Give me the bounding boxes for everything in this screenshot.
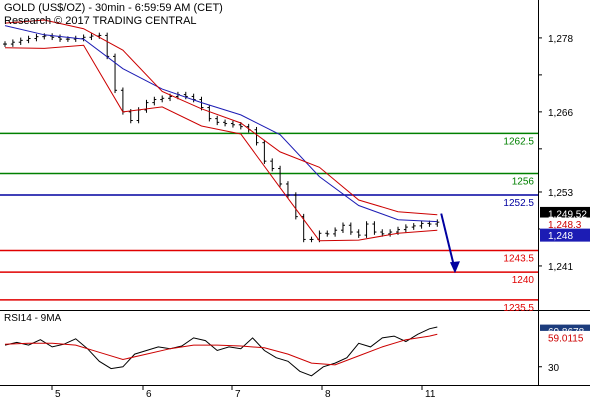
price-badge-1-value: 1,248.3 bbox=[548, 220, 582, 231]
price-bar bbox=[215, 115, 220, 126]
level-label-4: 1240 bbox=[512, 275, 535, 286]
rsi-line bbox=[4, 326, 438, 377]
price-badge-2-box bbox=[540, 228, 590, 242]
price-y-tick-label: 1,266 bbox=[548, 108, 573, 119]
price-bar bbox=[89, 33, 94, 41]
time-tick-label: 5 bbox=[55, 389, 61, 400]
price-bar bbox=[254, 126, 259, 146]
price-bar bbox=[388, 229, 393, 237]
price-bar bbox=[128, 109, 133, 124]
price-badge-1-box bbox=[540, 217, 590, 231]
price-bar bbox=[372, 221, 377, 235]
price-bar bbox=[199, 96, 204, 111]
time-tick-label: 8 bbox=[325, 389, 331, 400]
forecast-arrow-shaft bbox=[440, 213, 456, 271]
price-bar bbox=[26, 35, 31, 44]
level-label-5: 1235.5 bbox=[503, 303, 534, 314]
time-tick-label: 11 bbox=[425, 389, 436, 400]
price-bar bbox=[223, 119, 228, 127]
price-bar bbox=[152, 96, 157, 106]
price-bar bbox=[230, 120, 235, 128]
rsi-badge-1-box bbox=[540, 330, 590, 344]
price-bar bbox=[348, 222, 353, 235]
price-bar bbox=[333, 227, 338, 237]
price-bar bbox=[325, 230, 330, 237]
price-bar bbox=[105, 32, 110, 60]
price-bar bbox=[403, 224, 408, 233]
price-bar bbox=[183, 91, 188, 100]
price-bar bbox=[58, 34, 63, 42]
price-bar bbox=[364, 221, 369, 238]
level-label-1: 1256 bbox=[512, 176, 535, 187]
price-y-tick-label: 1,253 bbox=[548, 188, 573, 199]
price-bar bbox=[278, 165, 283, 187]
price-bar bbox=[340, 222, 345, 233]
price-y-tick-label: 1,241 bbox=[548, 262, 573, 273]
bollinger-lower-line bbox=[4, 44, 438, 242]
price-bar bbox=[435, 219, 440, 227]
price-bar bbox=[262, 139, 267, 164]
rsi-panel-label: RSI14 - 9MA bbox=[4, 313, 62, 324]
price-panel: 1262.5 1256 1252.5 1243.5 1240 1235.5 1,241 1,2… bbox=[0, 19, 590, 314]
bollinger-upper-line bbox=[4, 19, 438, 216]
price-bar bbox=[34, 33, 39, 42]
price-bar bbox=[10, 39, 15, 47]
level-label-2: 1252.5 bbox=[503, 198, 534, 209]
price-badge-0-value: 1,249.52 bbox=[548, 209, 587, 220]
rsi-badge-1-value: 59.0115 bbox=[548, 333, 584, 344]
rsi-panel: 3060.867859.0115 bbox=[4, 324, 590, 377]
price-y-tick-label: 1,278 bbox=[548, 34, 573, 45]
price-bar bbox=[309, 236, 314, 243]
price-bar bbox=[207, 104, 212, 122]
price-badge-0-box bbox=[540, 206, 590, 220]
price-bar bbox=[144, 99, 149, 113]
moving-average-line bbox=[4, 25, 438, 223]
level-label-3: 1243.5 bbox=[503, 254, 534, 265]
chart-subtitle: Research © 2017 TRADING CENTRAL bbox=[4, 15, 197, 27]
price-bar bbox=[411, 223, 416, 230]
price-bar bbox=[356, 229, 361, 238]
forecast-arrow-head bbox=[449, 261, 460, 274]
rsi-ma-line bbox=[4, 333, 438, 366]
price-bar bbox=[380, 229, 385, 237]
time-tick-label: 7 bbox=[235, 389, 241, 400]
price-bar bbox=[285, 181, 290, 198]
price-bar bbox=[160, 95, 165, 103]
price-bar bbox=[18, 37, 23, 45]
chart-title: GOLD (US$/OZ) - 30min - 6:59:59 AM (CET) bbox=[4, 2, 223, 14]
price-bar bbox=[293, 192, 298, 220]
time-tick-label: 6 bbox=[146, 389, 152, 400]
time-axis: 5 6 7 8 11 bbox=[51, 385, 436, 400]
price-badge-2-value: 1,248 bbox=[548, 231, 573, 242]
price-bars bbox=[3, 32, 440, 243]
rsi-y-tick-label: 30 bbox=[548, 363, 560, 374]
price-bar bbox=[3, 41, 7, 47]
level-label-0: 1262.5 bbox=[503, 136, 534, 147]
price-bar bbox=[270, 158, 275, 172]
price-bar bbox=[113, 53, 118, 94]
price-bar bbox=[419, 220, 424, 229]
